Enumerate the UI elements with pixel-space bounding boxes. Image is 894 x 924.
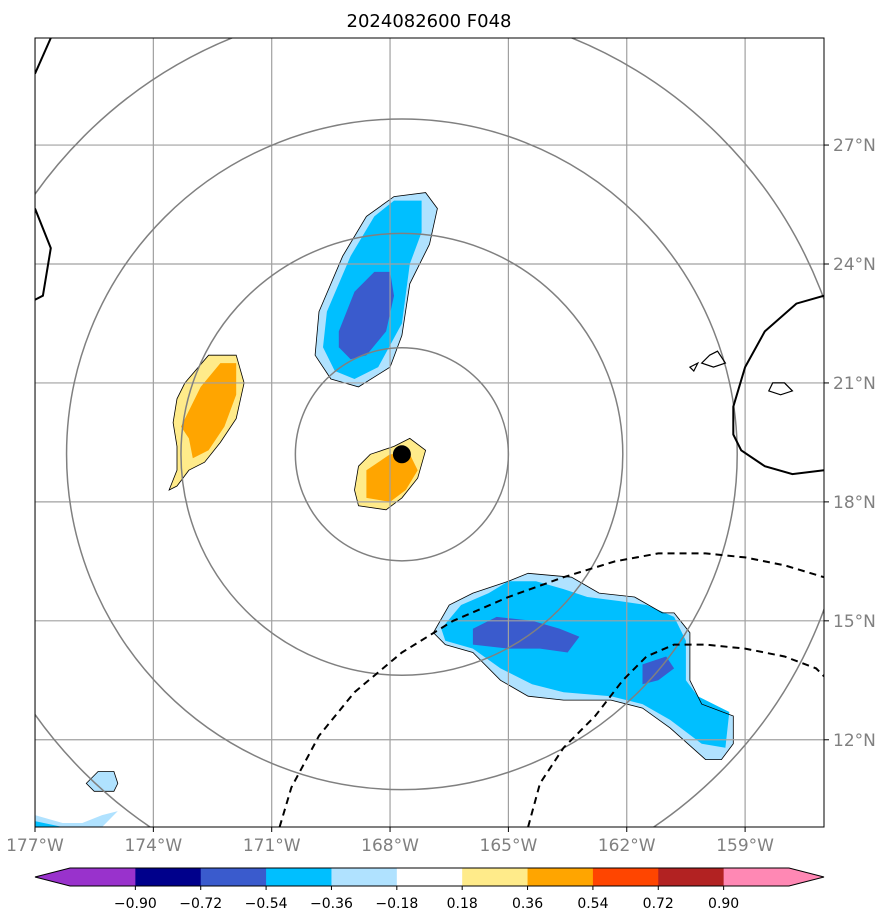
contour-outline-neg-south [432, 572, 734, 760]
colorbar-segment-6 [462, 868, 529, 886]
range-ring-1 [180, 232, 624, 676]
colorbar-segment-7 [527, 868, 594, 886]
map-frame [34, 37, 825, 828]
range-ring-2 [65, 118, 738, 791]
land-outline-1 [35, 208, 52, 301]
colorbar-segment-9 [658, 868, 725, 886]
x-tick-label-3: 168°W [361, 836, 419, 856]
range-ring-3 [35, 38, 824, 827]
colorbar-tick-label-6: 0.36 [512, 896, 543, 912]
colorbar-extend-high [789, 868, 824, 886]
colorbar: −0.90 −0.72 −0.54 −0.36 −0.18 0.18 0.36 0.54 0.7… [34, 867, 825, 912]
y-tick-label-0: 12°N [833, 731, 876, 751]
x-tick-label-0: 177°W [6, 836, 64, 856]
colorbar-segment-2 [200, 868, 267, 886]
colorbar-tick-label-5: 0.18 [447, 896, 478, 912]
colorbar-extend-low [35, 868, 70, 886]
range-ring-0 [294, 347, 510, 562]
shaded-region-pos-west [181, 363, 237, 459]
shaded-region-neg-north [338, 271, 394, 360]
land-outline-4 [767, 382, 794, 396]
chart-title: 2024082600 F048 [347, 11, 512, 32]
colorbar-segment-8 [592, 868, 659, 886]
land-outline-0 [35, 38, 52, 75]
shaded-region-neg-south [472, 616, 580, 653]
storm-center-marker [392, 445, 411, 464]
shaded-region-neg-sw-corner [35, 821, 63, 827]
y-tick-label-1: 15°N [833, 612, 876, 632]
x-axis-ticks: 177°W 174°W 171°W 168°W 165°W 162°W 159°W [6, 827, 774, 856]
colorbar-tick-label-0: −0.90 [114, 896, 157, 912]
map-plot-area [35, 38, 824, 827]
x-tick-label-1: 174°W [124, 836, 182, 856]
colorbar-segment-10 [723, 868, 790, 886]
y-tick-label-2: 18°N [833, 493, 876, 513]
contour-outline-pos-west [168, 354, 245, 491]
colorbar-tick-label-3: −0.36 [310, 896, 353, 912]
colorbar-segment-3 [266, 868, 332, 886]
contour-outline-pos-center [354, 437, 427, 511]
colorbar-segment-4 [331, 868, 398, 886]
y-tick-label-5: 27°N [833, 136, 876, 156]
colorbar-segment-0 [70, 868, 136, 886]
land-outline-2 [732, 294, 824, 476]
land-outline-3 [700, 350, 727, 368]
land-outline-5 [688, 361, 700, 373]
x-tick-label-4: 165°W [480, 836, 538, 856]
colorbar-tick-label-7: 0.54 [577, 896, 608, 912]
colorbar-frame [34, 867, 825, 887]
dashed-contour-0 [278, 552, 824, 827]
colorbar-segment-1 [135, 868, 202, 886]
y-tick-label-3: 21°N [833, 374, 876, 394]
x-tick-label-6: 159°W [716, 836, 774, 856]
colorbar-tick-label-1: −0.72 [179, 896, 222, 912]
colorbar-segment-5 [396, 868, 463, 886]
colorbar-tick-label-2: −0.54 [245, 896, 288, 912]
y-axis-ticks: 12°N 15°N 18°N 21°N 24°N 27°N [824, 136, 876, 751]
colorbar-tick-label-4: −0.18 [375, 896, 418, 912]
colorbar-tick-label-8: 0.72 [643, 896, 674, 912]
contour-outline-neg-islet [85, 771, 119, 792]
x-tick-label-2: 171°W [243, 836, 301, 856]
x-tick-label-5: 162°W [598, 836, 656, 856]
shaded-region-pos-center [366, 454, 418, 502]
y-tick-label-4: 24°N [833, 255, 876, 275]
colorbar-tick-label-9: 0.90 [708, 896, 739, 912]
shaded-region-neg-islet [86, 771, 118, 792]
shaded-region-neg-sw-corner [35, 811, 118, 827]
